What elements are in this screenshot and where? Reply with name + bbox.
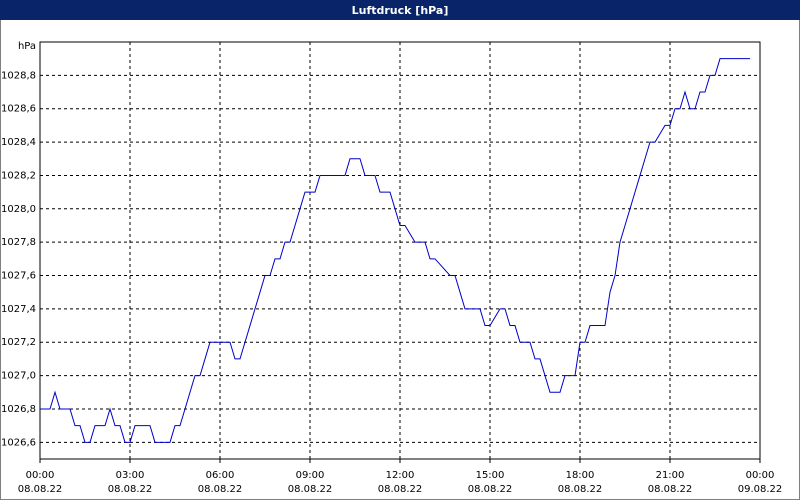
y-tick-label: 1027,0 (1, 371, 36, 382)
x-tick-label: 18:00 (566, 470, 595, 481)
x-tick-label: 00:00 (746, 470, 775, 481)
title-bar (0, 0, 800, 20)
x-tick-label: 21:00 (656, 470, 685, 481)
x-tick-date: 08.08.22 (648, 484, 693, 495)
x-tick-label: 03:00 (116, 470, 145, 481)
x-tick-date: 08.08.22 (198, 484, 243, 495)
x-tick-label: 06:00 (206, 470, 235, 481)
x-tick-date: 08.08.22 (288, 484, 333, 495)
y-tick-label: 1027,2 (1, 337, 36, 348)
y-unit: hPa (18, 41, 36, 52)
x-tick-date: 08.08.22 (108, 484, 153, 495)
x-tick-date: 08.08.22 (468, 484, 513, 495)
chart-title: Luftdruck [hPa] (352, 4, 449, 17)
y-tick-label: 1028,2 (1, 170, 36, 181)
x-tick-label: 09:00 (296, 470, 325, 481)
y-tick-label: 1027,8 (1, 237, 36, 248)
y-tick-label: 1026,6 (1, 437, 36, 448)
y-tick-label: 1027,6 (1, 271, 36, 282)
x-tick-label: 00:00 (26, 470, 55, 481)
y-tick-label: 1028,0 (1, 204, 36, 215)
y-tick-label: 1028,6 (1, 104, 36, 115)
y-tick-label: 1028,8 (1, 70, 36, 81)
x-tick-date: 08.08.22 (558, 484, 603, 495)
x-tick-label: 12:00 (386, 470, 415, 481)
data-line (40, 58, 750, 443)
x-tick-date: 08.08.22 (378, 484, 423, 495)
y-tick-label: 1027,4 (1, 304, 36, 315)
x-tick-date: 09.08.22 (738, 484, 783, 495)
y-tick-label: 1028,4 (1, 137, 36, 148)
x-tick-label: 15:00 (476, 470, 505, 481)
x-tick-date: 08.08.22 (18, 484, 63, 495)
y-tick-label: 1026,8 (1, 404, 36, 415)
